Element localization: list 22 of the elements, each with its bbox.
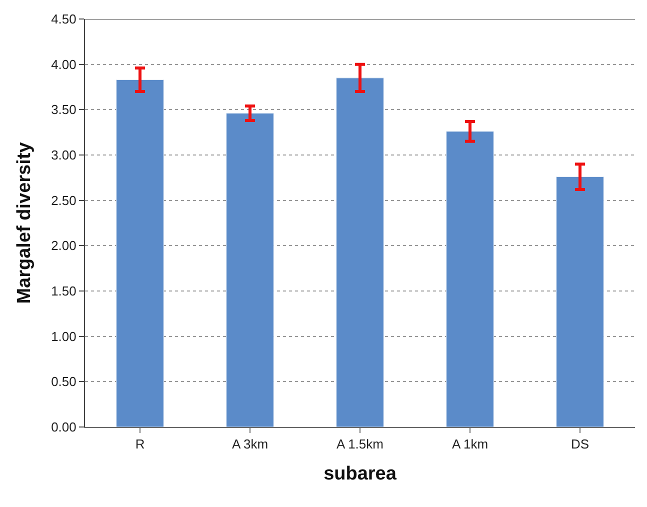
- y-tick-label: 2.00: [51, 238, 76, 254]
- y-tick-label: 4.50: [51, 12, 76, 27]
- bar: [556, 176, 604, 427]
- y-tick-label: 3.00: [51, 148, 76, 163]
- bar: [446, 131, 494, 427]
- bar: [116, 80, 164, 427]
- y-tick-label: 0.00: [51, 420, 76, 435]
- y-tick-label: 1.50: [51, 284, 76, 299]
- y-axis-title: Margalef diversity: [14, 142, 35, 304]
- y-tick-label: 4.00: [51, 56, 76, 72]
- x-tick-label: A 3km: [232, 436, 268, 452]
- x-tick-label: A 1.5km: [336, 436, 384, 452]
- x-tick-label: A 1km: [452, 436, 488, 452]
- x-tick-label: R: [135, 436, 145, 452]
- x-axis-title: subarea: [324, 463, 397, 484]
- y-tick-label: 0.50: [51, 374, 76, 390]
- y-tick-label: 2.50: [51, 192, 76, 208]
- x-tick-label: DS: [570, 436, 590, 452]
- bar: [226, 113, 274, 427]
- y-tick-label: 1.00: [51, 328, 76, 344]
- bar: [336, 78, 384, 427]
- y-tick-label: 3.50: [51, 102, 76, 118]
